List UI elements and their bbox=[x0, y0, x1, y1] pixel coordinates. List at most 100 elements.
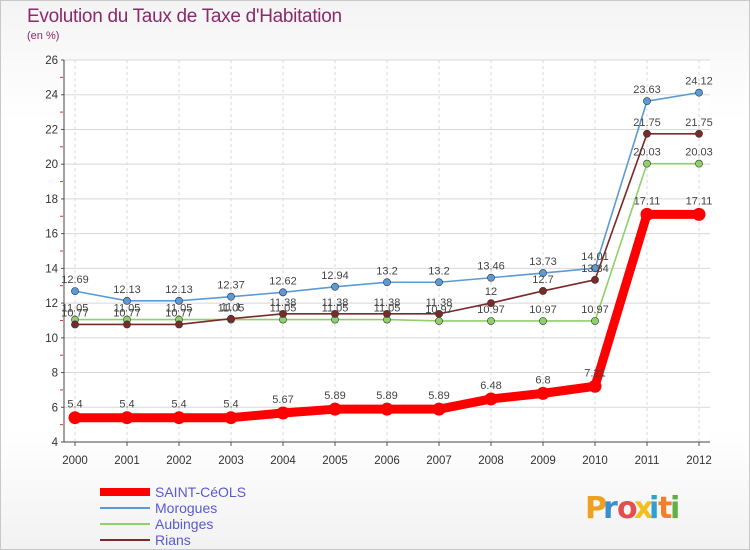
data-label: 12.94 bbox=[321, 270, 349, 282]
data-label: 6.48 bbox=[480, 380, 501, 392]
data-label: 21.75 bbox=[685, 117, 713, 129]
data-point bbox=[643, 159, 651, 168]
data-point bbox=[175, 296, 183, 305]
data-point bbox=[383, 278, 391, 287]
data-label: 14.01 bbox=[581, 251, 609, 263]
data-point bbox=[331, 309, 339, 318]
x-tick-label: 2003 bbox=[218, 455, 244, 467]
x-tick-label: 2009 bbox=[530, 455, 556, 467]
data-label: 5.4 bbox=[67, 399, 82, 411]
y-tick-label: 10 bbox=[45, 333, 58, 345]
data-point bbox=[328, 402, 342, 416]
y-tick-label: 4 bbox=[52, 437, 59, 449]
data-point bbox=[435, 317, 443, 325]
data-label: 12.13 bbox=[165, 284, 193, 296]
data-point bbox=[643, 97, 651, 106]
x-tick-label: 2004 bbox=[270, 455, 296, 467]
x-tick-label: 2005 bbox=[322, 455, 348, 467]
data-point bbox=[71, 320, 79, 329]
y-tick-label: 6 bbox=[52, 402, 58, 414]
data-point bbox=[539, 287, 547, 295]
data-label: 11.05 bbox=[270, 303, 297, 315]
data-label: 5.4 bbox=[223, 399, 238, 411]
data-label: 11.05 bbox=[166, 303, 193, 315]
data-label: 13.2 bbox=[428, 265, 449, 277]
data-label: 12 bbox=[485, 286, 497, 298]
y-tick-label: 14 bbox=[45, 263, 58, 275]
data-point bbox=[695, 159, 703, 168]
data-label: 21.75 bbox=[633, 117, 661, 129]
data-point bbox=[175, 320, 183, 329]
data-label: 7.21 bbox=[584, 367, 605, 379]
data-point bbox=[591, 275, 599, 284]
data-label: 13.2 bbox=[376, 265, 397, 277]
data-point bbox=[227, 292, 235, 301]
data-point bbox=[539, 317, 547, 325]
data-point bbox=[487, 299, 495, 307]
data-point bbox=[68, 411, 82, 425]
data-point bbox=[695, 129, 703, 138]
data-label: 10.77 bbox=[113, 307, 141, 319]
y-tick-label: 20 bbox=[45, 159, 58, 171]
data-label: 6.8 bbox=[535, 374, 550, 386]
y-tick-label: 16 bbox=[45, 229, 58, 241]
data-point bbox=[487, 273, 495, 282]
x-tick-label: 2011 bbox=[635, 455, 660, 467]
y-tick-label: 26 bbox=[45, 55, 58, 67]
data-label: 5.4 bbox=[119, 399, 134, 411]
data-point bbox=[71, 287, 79, 296]
x-tick-label: 2001 bbox=[114, 455, 140, 467]
y-tick-label: 18 bbox=[45, 194, 58, 206]
data-label: 11.05 bbox=[322, 303, 349, 315]
data-point bbox=[227, 314, 235, 323]
data-label: 11.38 bbox=[322, 297, 349, 309]
axes: 4 6 8 10 12 14 16 18 20 22 24 26 2000 2001 2002 2003 200… bbox=[45, 55, 712, 467]
y-tick-label: 8 bbox=[52, 368, 58, 380]
y-tick-label: 12 bbox=[45, 298, 58, 310]
x-tick-label: 2000 bbox=[62, 455, 88, 467]
data-point bbox=[692, 207, 706, 221]
data-label: 11.38 bbox=[270, 297, 297, 309]
data-label: 12.69 bbox=[61, 274, 89, 286]
x-tick-label: 2006 bbox=[374, 455, 400, 467]
data-label: 11.05 bbox=[62, 303, 89, 315]
grid-lines bbox=[64, 59, 710, 443]
data-point bbox=[383, 309, 391, 318]
data-point bbox=[588, 379, 602, 393]
x-tick-label: 2007 bbox=[426, 455, 452, 467]
series-lines bbox=[68, 88, 706, 425]
x-tick-label: 2010 bbox=[582, 455, 608, 467]
data-label: 12.7 bbox=[532, 274, 553, 286]
logo-letter: P bbox=[585, 491, 607, 526]
data-label: 11.38 bbox=[426, 297, 453, 309]
y-tick-label: 22 bbox=[45, 124, 58, 136]
legend-label-rians: Rians bbox=[155, 532, 191, 548]
data-label: 11.1 bbox=[221, 302, 242, 314]
logo-letter: t bbox=[658, 491, 672, 526]
data-point bbox=[435, 278, 443, 287]
data-label: 11.05 bbox=[374, 303, 401, 315]
data-point bbox=[172, 411, 186, 425]
data-point bbox=[695, 88, 703, 97]
data-point bbox=[279, 309, 287, 318]
data-label: 5.89 bbox=[376, 390, 397, 402]
logo-letter: i bbox=[670, 491, 680, 526]
data-point bbox=[591, 317, 599, 325]
data-point bbox=[539, 269, 547, 277]
data-label: 11.05 bbox=[218, 303, 245, 315]
data-label: 10.97 bbox=[529, 304, 557, 316]
data-label: 12.62 bbox=[269, 275, 297, 287]
data-label: 5.67 bbox=[272, 394, 293, 406]
data-point bbox=[432, 402, 446, 416]
data-label: 24.12 bbox=[685, 76, 713, 88]
data-label: 23.63 bbox=[633, 84, 661, 96]
data-point bbox=[123, 320, 131, 329]
data-label: 11.05 bbox=[114, 303, 141, 315]
data-label: 5.89 bbox=[428, 390, 449, 402]
data-point bbox=[435, 309, 443, 318]
data-label: 10.97 bbox=[425, 304, 453, 316]
logo-letter: i bbox=[649, 491, 659, 526]
data-point bbox=[123, 296, 131, 305]
